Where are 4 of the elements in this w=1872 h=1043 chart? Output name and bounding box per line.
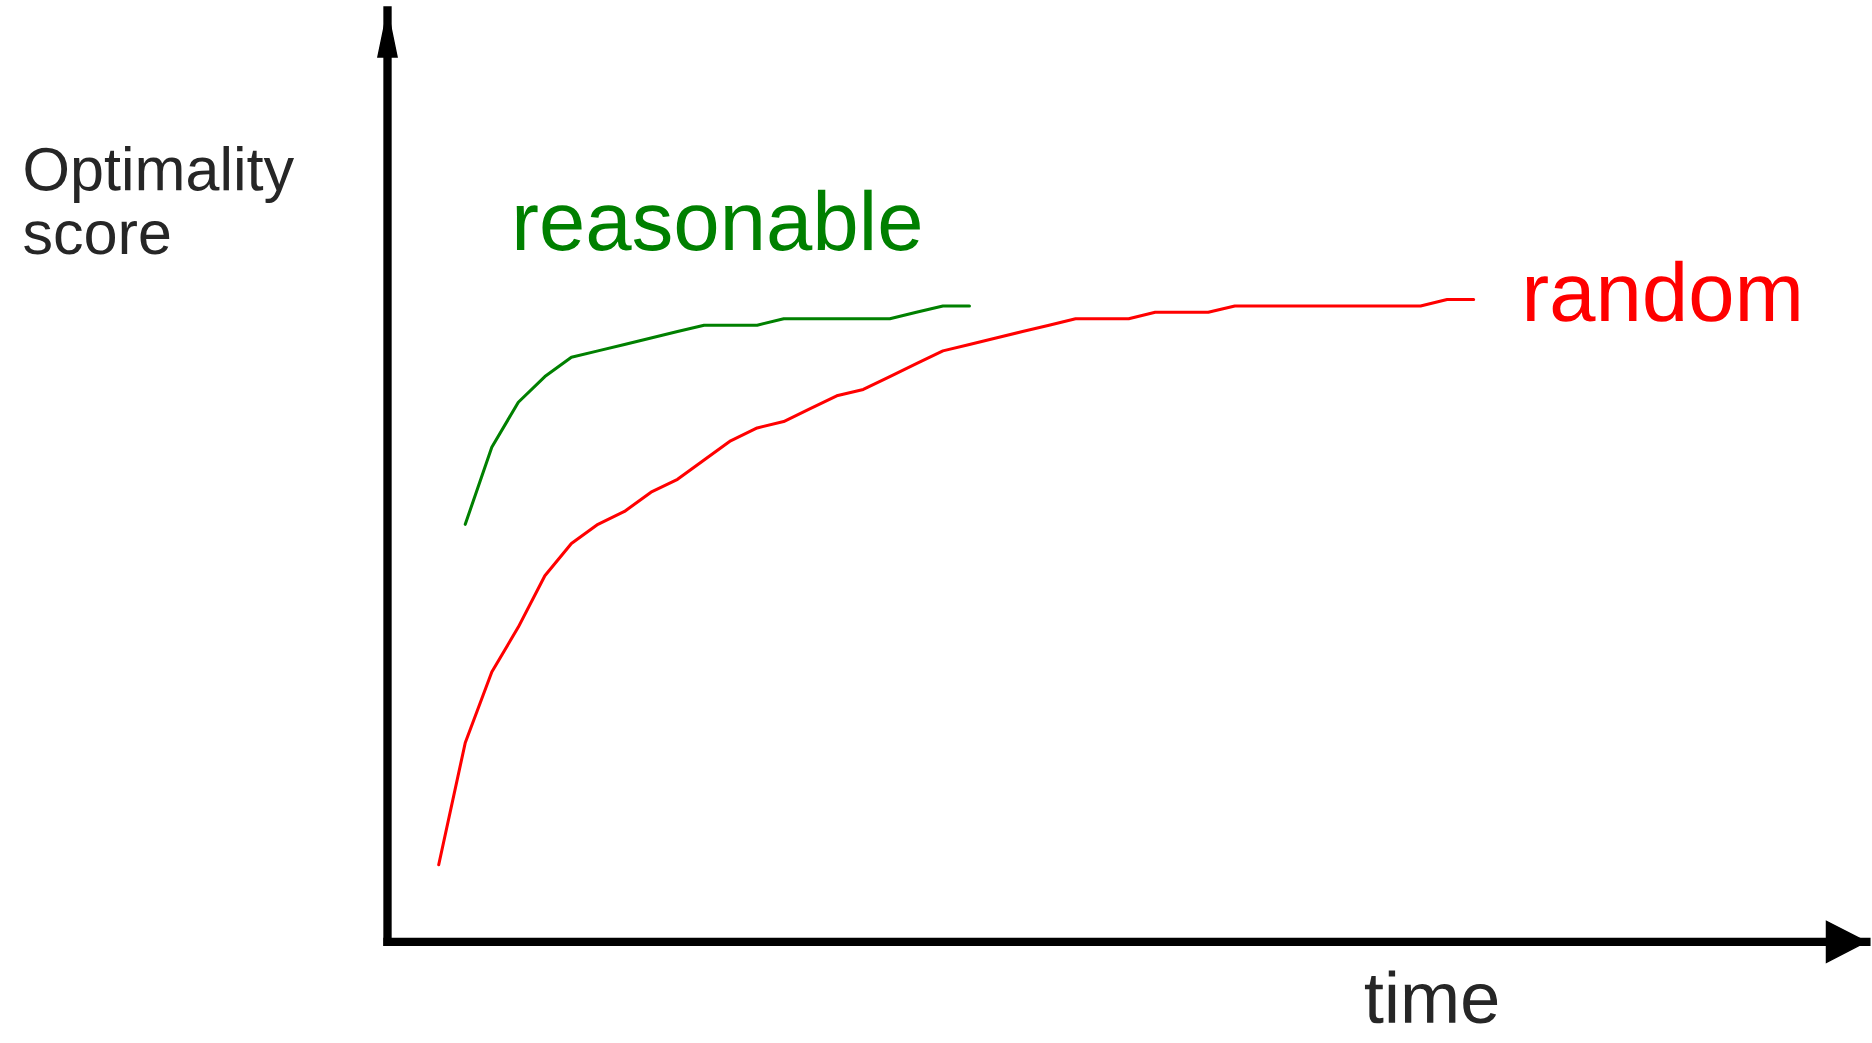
- series-label: random: [1526, 260, 1799, 322]
- y-axis-title: Optimality score: [24, 146, 295, 255]
- series-label: reasonable: [516, 189, 920, 251]
- x-axis-title: time: [1364, 970, 1498, 1024]
